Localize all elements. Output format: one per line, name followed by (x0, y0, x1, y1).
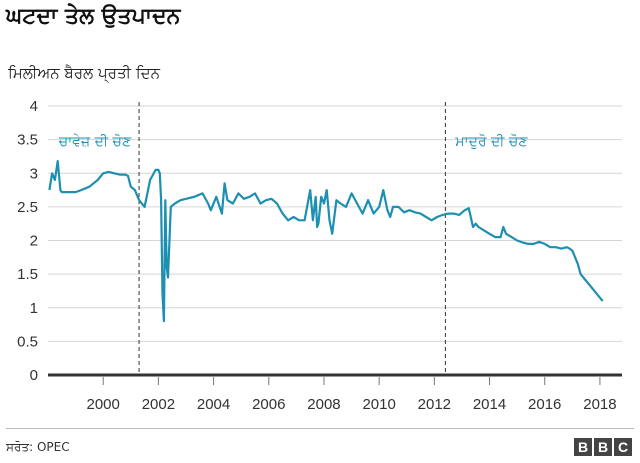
y-tick-label: 1.5 (17, 266, 38, 283)
y-tick-label: 2 (30, 233, 38, 250)
data-series-line-1 (48, 160, 604, 323)
source-note: ਸਰੋਤ: OPEC (6, 440, 70, 454)
bbc-logo-letter-3: C (614, 438, 632, 456)
y-tick-label: 0 (30, 367, 38, 384)
y-tick-label: 2.5 (17, 199, 38, 216)
bbc-logo-letter-1: B (574, 438, 592, 456)
x-tick-label: 2006 (252, 396, 285, 413)
x-tick-label: 2008 (307, 396, 340, 413)
y-axis-label: ਮਿਲੀਅਨ ਬੈਰਲ ਪ੍ਰਤੀ ਦਿਨ (8, 64, 160, 82)
x-tick-label: 2018 (583, 396, 616, 413)
x-tick-label: 2002 (142, 396, 175, 413)
y-tick-label: 3 (30, 165, 38, 182)
annotation-label-1: ਚਾਵੇਜ਼ ਦੀ ਚੋਣ (58, 134, 132, 150)
annotation-label-2: ਮਾਦੁਰੋ ਦੀ ਚੋਣ (454, 134, 528, 150)
x-tick-label: 2012 (418, 396, 451, 413)
bbc-logo: B B C (574, 438, 632, 456)
bbc-logo-letter-2: B (594, 438, 612, 456)
x-tick-label: 2016 (528, 396, 561, 413)
footer-divider (6, 428, 634, 429)
x-tick-label: 2014 (473, 396, 506, 413)
y-tick-label: 3.5 (17, 132, 38, 149)
y-tick-label: 0.5 (17, 333, 38, 350)
y-tick-label: 4 (30, 98, 38, 115)
x-tick-label: 2004 (197, 396, 230, 413)
x-tick-label: 2000 (87, 396, 120, 413)
chart-title: ਘਟਦਾ ਤੇਲ ਉਤਪਾਦਨ (6, 4, 181, 29)
x-tick-label: 2010 (362, 396, 395, 413)
y-tick-label: 1 (30, 300, 38, 317)
